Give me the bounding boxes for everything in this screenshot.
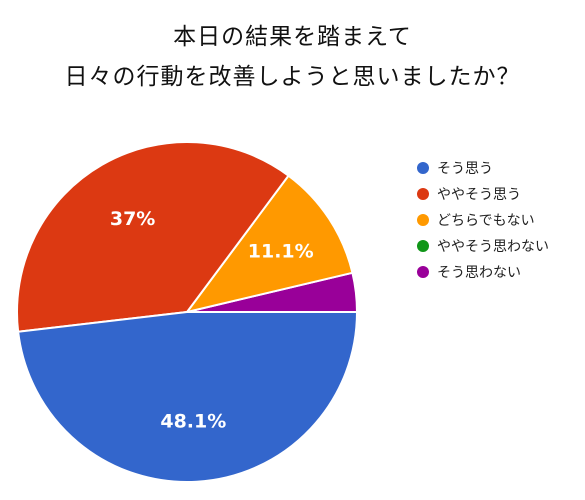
legend-marker-3: [417, 214, 429, 226]
legend-label-4: ややそう思わない: [437, 239, 549, 255]
chart-title-line-2: 日々の行動を改善しようと思いましたか？: [64, 64, 521, 90]
slice-label-2: 37%: [110, 208, 155, 230]
legend-marker-5: [417, 266, 429, 278]
legend-marker-4: [417, 240, 429, 252]
legend-label-5: そう思わない: [437, 265, 521, 281]
legend-label-3: どちらでもない: [437, 213, 535, 229]
legend-marker-1: [417, 162, 429, 174]
pie-slices: [16, 141, 359, 483]
slice-label-1: 48.1%: [160, 411, 226, 433]
pie-slice-2: [16, 141, 290, 333]
slice-label-3: 11.1%: [248, 240, 314, 262]
chart-title-line-1: 本日の結果を踏まえて: [173, 24, 412, 50]
legend-marker-2: [417, 188, 429, 200]
legend-label-2: ややそう思う: [437, 187, 521, 203]
legend-label-1: そう思う: [437, 161, 493, 177]
pie-slice-3: [184, 174, 354, 314]
pie-slice-1: [17, 311, 359, 483]
pie-slice-labels: 11.1% 37% 48.1%: [110, 208, 314, 433]
